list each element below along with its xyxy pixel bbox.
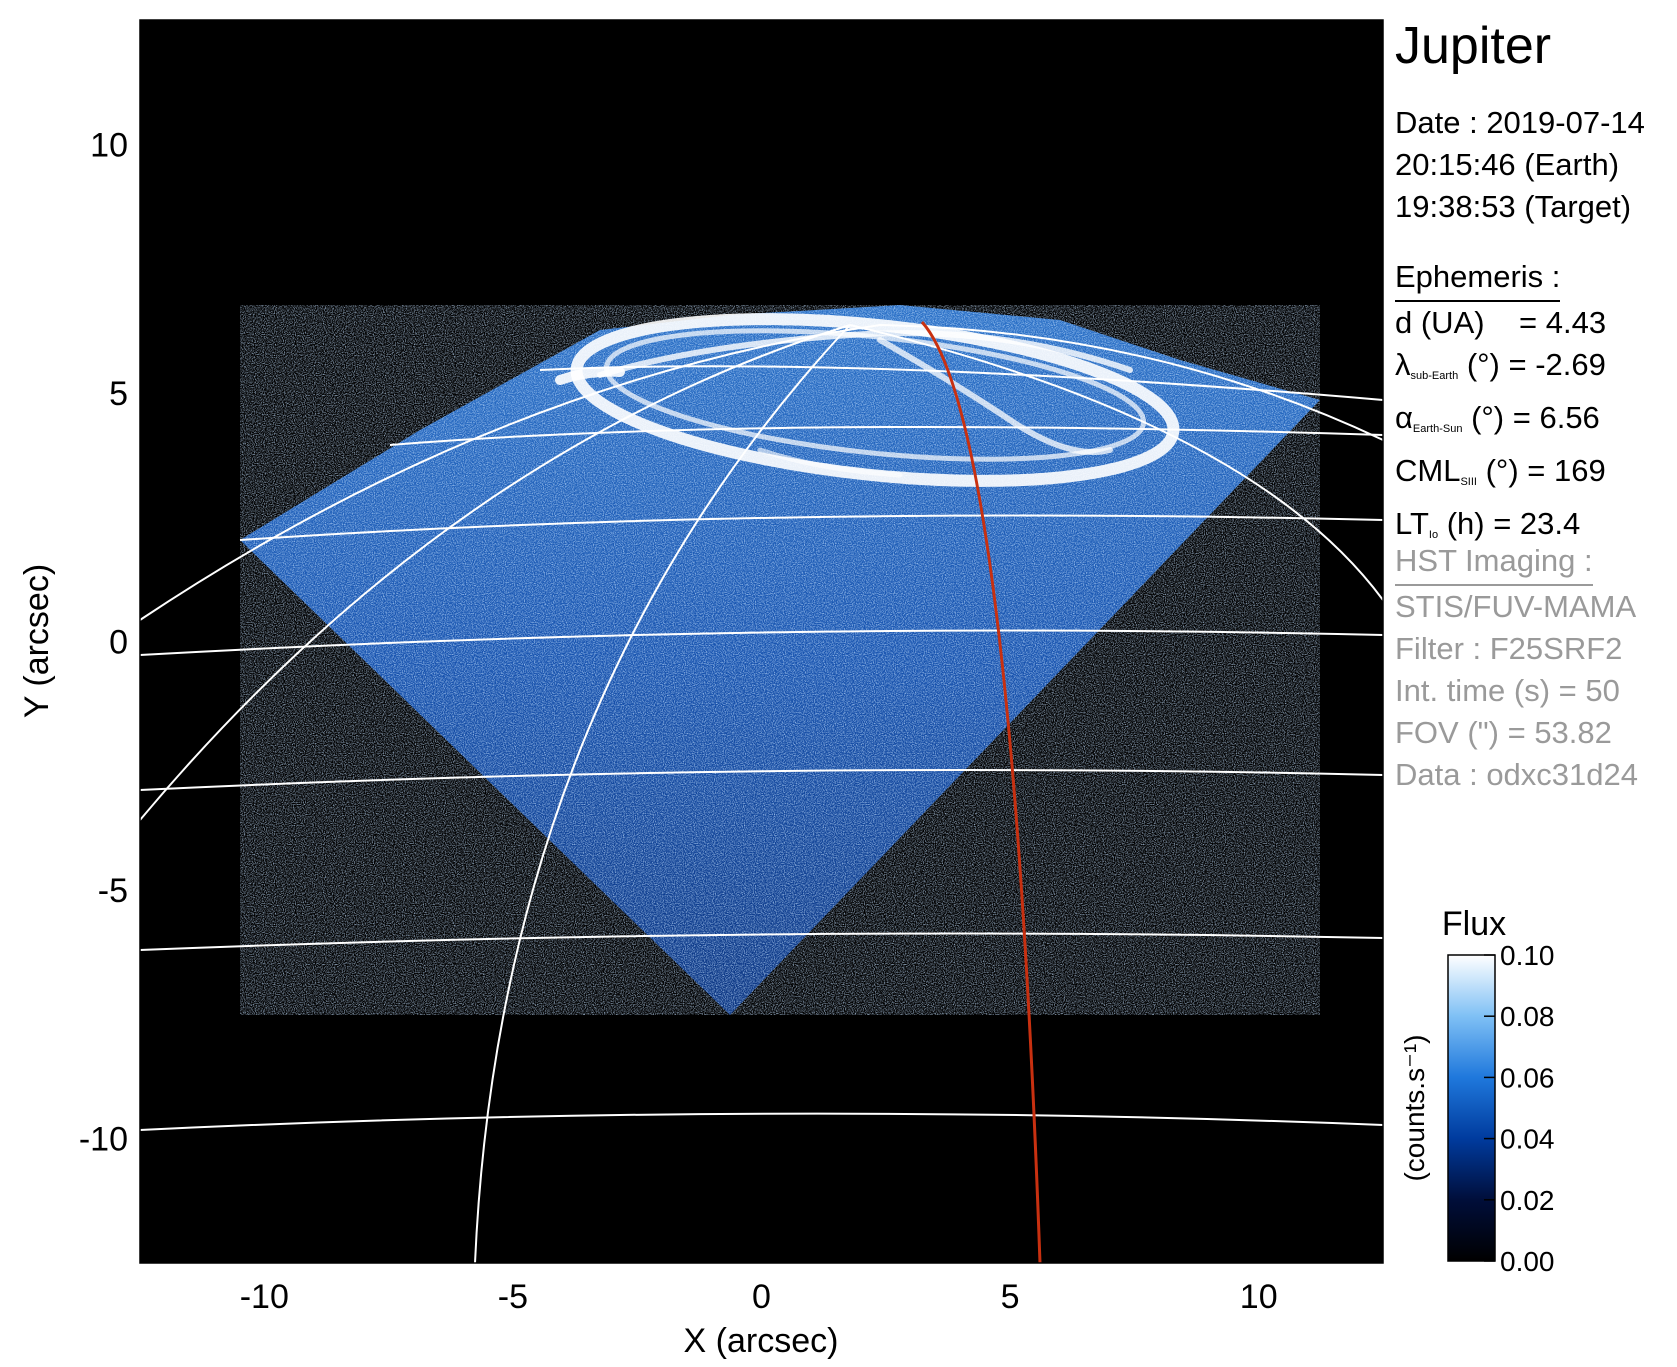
ephemeris-row-lambda: λsub-Earth (°) = -2.69 [1395, 347, 1606, 382]
colorbar-tick-label: 0.06 [1500, 1062, 1555, 1093]
earth-time: 20:15:46 (Earth) [1395, 147, 1620, 182]
ephemeris-row-distance: d (UA) = 4.43 [1395, 305, 1607, 340]
y-tick-label: 10 [90, 126, 128, 164]
ephemeris-block: Ephemeris : d (UA) = 4.43 λsub-Earth (°)… [1395, 256, 1606, 556]
y-tick-label: -5 [98, 872, 128, 910]
hst-data-id: Data : odxc31d24 [1395, 757, 1639, 792]
colorbar-title: Flux [1442, 905, 1506, 943]
x-tick-label: 5 [1001, 1278, 1020, 1316]
hst-filter: Filter : F25SRF2 [1395, 631, 1623, 666]
y-tick-label: -10 [79, 1121, 128, 1159]
colorbar-tick-label: 0.10 [1500, 940, 1555, 971]
plot-frame [139, 19, 1384, 1264]
hst-instrument: STIS/FUV-MAMA [1395, 589, 1637, 624]
longitude-grid [140, 324, 1383, 1263]
ephemeris-heading: Ephemeris : [1395, 256, 1561, 302]
x-tick-labels: -10 -5 0 5 10 [240, 1278, 1278, 1316]
y-tick-label: 0 [109, 624, 128, 662]
ephemeris-row-alpha: αEarth-Sun (°) = 6.56 [1395, 400, 1600, 435]
hst-block: HST Imaging : STIS/FUV-MAMA Filter : F25… [1395, 540, 1638, 796]
ephemeris-row-cml: CMLSIII (°) = 169 [1395, 453, 1606, 488]
target-time: 19:38:53 (Target) [1395, 189, 1632, 224]
colorbar-tick-label: 0.00 [1500, 1246, 1555, 1277]
central-meridian [920, 321, 1042, 1263]
colorbar-tick-label: 0.04 [1500, 1124, 1555, 1155]
date-line: Date : 2019-07-14 [1395, 105, 1645, 140]
ephemeris-row-lt: LTIo (h) = 23.4 [1395, 506, 1581, 541]
y-axis-label: Y (arcsec) [18, 564, 56, 718]
hst-int-time: Int. time (s) = 50 [1395, 673, 1620, 708]
image-layer [140, 305, 1383, 1263]
x-axis-label: X (arcsec) [684, 1322, 839, 1360]
hst-heading: HST Imaging : [1395, 540, 1593, 586]
colorbar-tick-label: 0.02 [1500, 1185, 1555, 1216]
x-tick-label: 0 [752, 1278, 771, 1316]
colorbar-ticks: 0.10 0.08 0.06 0.04 0.02 0.00 [1484, 940, 1555, 1277]
x-tick-label: -10 [240, 1278, 289, 1316]
figure-title: Jupiter [1395, 17, 1552, 75]
colorbar [1447, 954, 1496, 1262]
date-block: Date : 2019-07-14 20:15:46 (Earth) 19:38… [1395, 102, 1645, 228]
colorbar-unit: (counts.s⁻¹) [1399, 1034, 1430, 1181]
y-tick-label: 5 [109, 375, 128, 413]
y-tick-labels: 10 5 0 -5 -10 [79, 126, 128, 1158]
x-tick-label: -5 [498, 1278, 528, 1316]
latitude-grid [140, 323, 1383, 1131]
hst-fov: FOV (") = 53.82 [1395, 715, 1612, 750]
colorbar-tick-label: 0.08 [1500, 1001, 1555, 1032]
x-tick-label: 10 [1240, 1278, 1278, 1316]
